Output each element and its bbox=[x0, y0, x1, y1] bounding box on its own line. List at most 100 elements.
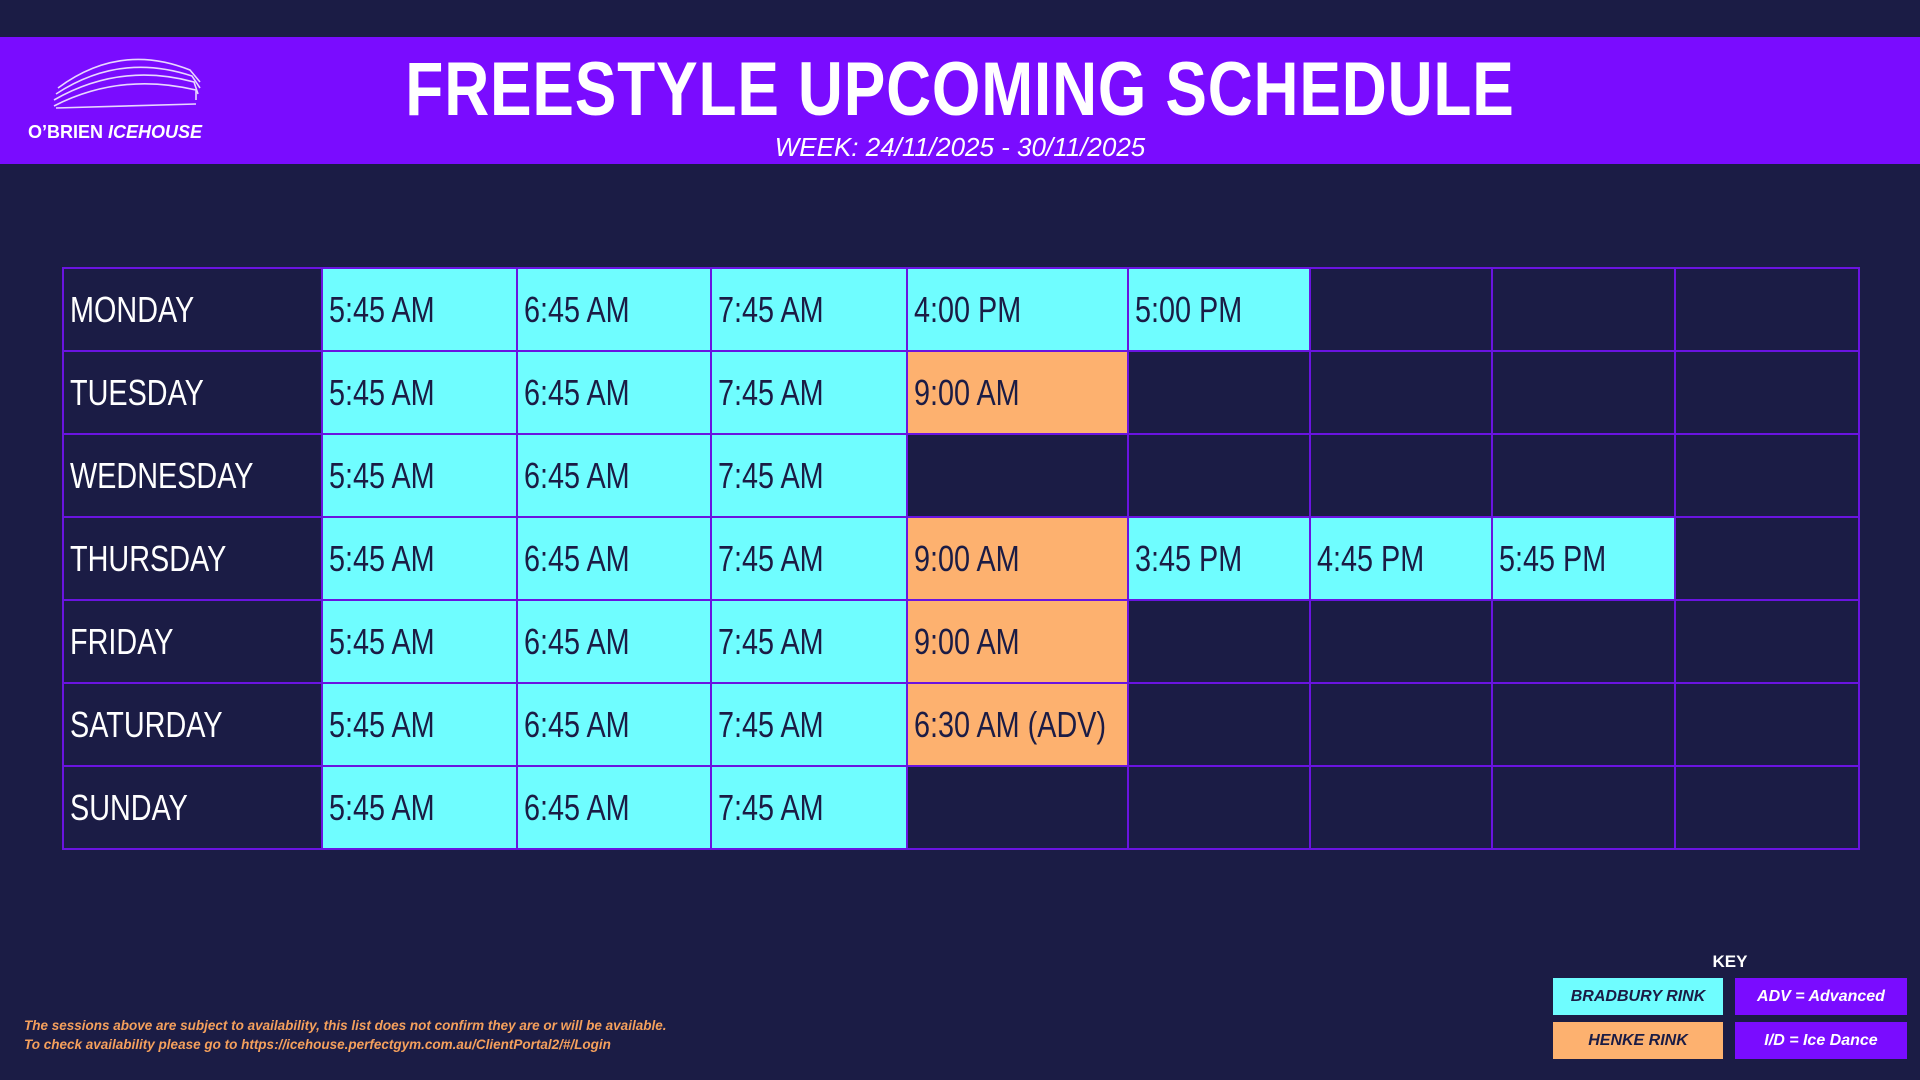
empty-cell bbox=[1674, 599, 1860, 684]
empty-cell bbox=[1491, 267, 1676, 352]
session-cell: 5:45 AM bbox=[321, 267, 518, 352]
session-time: 7:45 AM bbox=[718, 454, 824, 496]
session-cell: 6:30 AM (ADV) bbox=[906, 682, 1129, 767]
empty-cell bbox=[1674, 350, 1860, 435]
session-time: 6:45 AM bbox=[524, 454, 630, 496]
session-time: 9:00 AM bbox=[914, 537, 1020, 579]
day-label: WEDNESDAY bbox=[70, 454, 254, 496]
key-title: KEY bbox=[1712, 952, 1748, 971]
logo-name: ICEHOUSE bbox=[108, 122, 203, 142]
day-label: TUESDAY bbox=[70, 371, 204, 413]
empty-cell bbox=[1309, 765, 1493, 850]
empty-cell bbox=[1491, 682, 1676, 767]
session-cell: 7:45 AM bbox=[710, 599, 908, 684]
session-cell: 9:00 AM bbox=[906, 599, 1129, 684]
session-cell: 5:45 AM bbox=[321, 516, 518, 601]
session-time: 5:45 AM bbox=[329, 454, 435, 496]
empty-cell bbox=[906, 765, 1129, 850]
session-cell: 5:45 AM bbox=[321, 433, 518, 518]
day-label: SATURDAY bbox=[70, 703, 223, 745]
empty-cell bbox=[1309, 350, 1493, 435]
day-label: SUNDAY bbox=[70, 786, 188, 828]
title: FREESTYLE UPCOMING SCHEDULE bbox=[405, 47, 1515, 132]
key-item: HENKE RINK bbox=[1553, 1022, 1723, 1059]
empty-cell bbox=[1674, 516, 1860, 601]
day-cell: SUNDAY bbox=[62, 765, 323, 850]
empty-cell bbox=[1674, 682, 1860, 767]
session-cell: 7:45 AM bbox=[710, 433, 908, 518]
empty-cell bbox=[1127, 350, 1311, 435]
session-cell: 5:45 AM bbox=[321, 350, 518, 435]
session-time: 5:45 AM bbox=[329, 703, 435, 745]
day-cell: SATURDAY bbox=[62, 682, 323, 767]
empty-cell bbox=[906, 433, 1129, 518]
empty-cell bbox=[1674, 765, 1860, 850]
session-time: 4:00 PM bbox=[914, 288, 1022, 330]
empty-cell bbox=[1127, 599, 1311, 684]
day-cell: THURSDAY bbox=[62, 516, 323, 601]
empty-cell bbox=[1127, 765, 1311, 850]
session-cell: 3:45 PM bbox=[1127, 516, 1311, 601]
empty-cell bbox=[1491, 350, 1676, 435]
session-cell: 6:45 AM bbox=[516, 599, 712, 684]
empty-cell bbox=[1674, 433, 1860, 518]
session-cell: 6:45 AM bbox=[516, 682, 712, 767]
subtitle: WEEK: 24/11/2025 - 30/11/2025 bbox=[774, 132, 1146, 162]
day-cell: MONDAY bbox=[62, 267, 323, 352]
day-cell: FRIDAY bbox=[62, 599, 323, 684]
session-time: 7:45 AM bbox=[718, 703, 824, 745]
session-time: 5:45 AM bbox=[329, 288, 435, 330]
session-cell: 4:00 PM bbox=[906, 267, 1129, 352]
logo-icon bbox=[53, 58, 201, 109]
session-cell: 5:45 AM bbox=[321, 599, 518, 684]
session-cell: 6:45 AM bbox=[516, 350, 712, 435]
session-cell: 5:45 AM bbox=[321, 765, 518, 850]
session-time: 3:45 PM bbox=[1135, 537, 1243, 579]
empty-cell bbox=[1491, 765, 1676, 850]
session-cell: 7:45 AM bbox=[710, 267, 908, 352]
day-label: THURSDAY bbox=[70, 537, 227, 579]
empty-cell bbox=[1309, 433, 1493, 518]
session-time: 9:00 AM bbox=[914, 371, 1020, 413]
note: The sessions above are subject to availa… bbox=[24, 1018, 667, 1033]
session-cell: 7:45 AM bbox=[710, 516, 908, 601]
session-time: 6:45 AM bbox=[524, 703, 630, 745]
note: To check availability please go to https… bbox=[24, 1037, 611, 1052]
session-time: 7:45 AM bbox=[718, 371, 824, 413]
key-item: ADV = Advanced bbox=[1735, 978, 1907, 1015]
session-cell: 5:45 AM bbox=[321, 682, 518, 767]
empty-cell bbox=[1491, 433, 1676, 518]
session-time: 9:00 AM bbox=[914, 620, 1020, 662]
session-cell: 9:00 AM bbox=[906, 516, 1129, 601]
session-time: 5:45 AM bbox=[329, 371, 435, 413]
logo-name: O’BRIEN bbox=[28, 122, 104, 142]
session-time: 5:45 AM bbox=[329, 537, 435, 579]
session-cell: 7:45 AM bbox=[710, 350, 908, 435]
logo-text: O’BRIEN ICEHOUSE bbox=[28, 122, 202, 143]
session-cell: 9:00 AM bbox=[906, 350, 1129, 435]
session-cell: 5:00 PM bbox=[1127, 267, 1311, 352]
session-cell: 4:45 PM bbox=[1309, 516, 1493, 601]
session-cell: 6:45 AM bbox=[516, 267, 712, 352]
session-cell: 7:45 AM bbox=[710, 682, 908, 767]
session-cell: 6:45 AM bbox=[516, 433, 712, 518]
day-label: FRIDAY bbox=[70, 620, 174, 662]
session-time: 6:45 AM bbox=[524, 288, 630, 330]
session-cell: 5:45 PM bbox=[1491, 516, 1676, 601]
session-time: 6:30 AM (ADV) bbox=[914, 703, 1107, 745]
session-time: 6:45 AM bbox=[524, 786, 630, 828]
empty-cell bbox=[1309, 599, 1493, 684]
empty-cell bbox=[1127, 433, 1311, 518]
session-time: 4:45 PM bbox=[1317, 537, 1425, 579]
header-band bbox=[0, 37, 1920, 164]
session-cell: 6:45 AM bbox=[516, 516, 712, 601]
day-cell: TUESDAY bbox=[62, 350, 323, 435]
session-time: 7:45 AM bbox=[718, 537, 824, 579]
session-time: 7:45 AM bbox=[718, 786, 824, 828]
session-time: 5:00 PM bbox=[1135, 288, 1243, 330]
session-time: 7:45 AM bbox=[718, 620, 824, 662]
day-cell: WEDNESDAY bbox=[62, 433, 323, 518]
empty-cell bbox=[1491, 599, 1676, 684]
